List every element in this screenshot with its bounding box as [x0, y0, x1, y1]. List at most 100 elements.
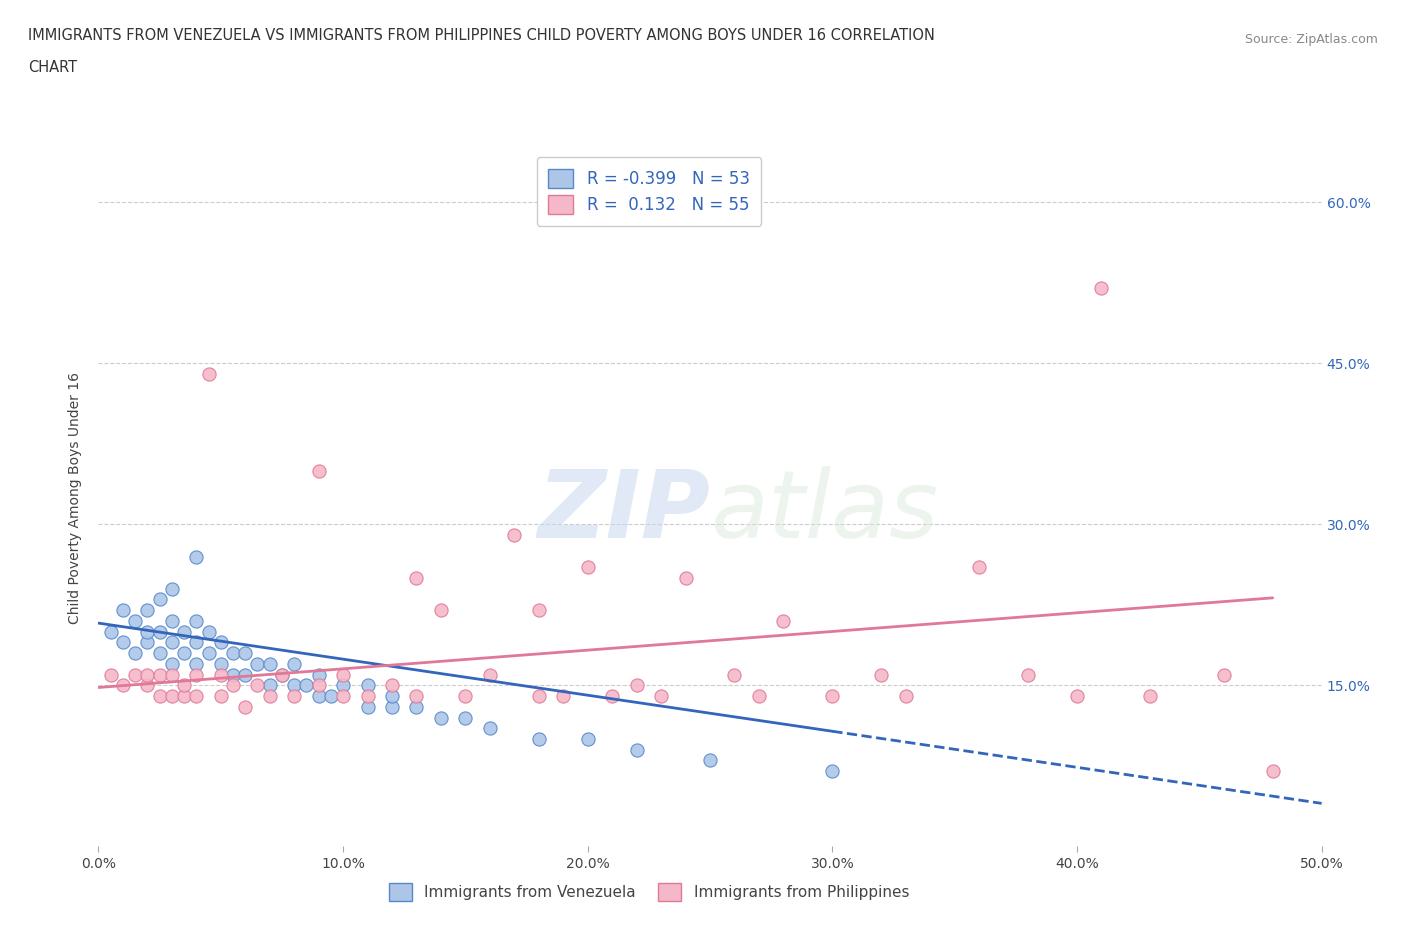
Point — [173, 678, 195, 693]
Point — [650, 688, 672, 703]
Point — [675, 571, 697, 586]
Point — [186, 667, 208, 682]
Point — [124, 614, 146, 629]
Point — [332, 678, 354, 693]
Point — [381, 688, 404, 703]
Legend: Immigrants from Venezuela, Immigrants from Philippines: Immigrants from Venezuela, Immigrants fr… — [381, 875, 917, 909]
Point — [160, 635, 183, 650]
Point — [233, 699, 256, 714]
Point — [576, 560, 599, 575]
Point — [173, 645, 195, 660]
Point — [136, 667, 159, 682]
Point — [308, 678, 330, 693]
Point — [173, 688, 195, 703]
Point — [283, 688, 305, 703]
Point — [124, 645, 146, 660]
Point — [233, 667, 256, 682]
Point — [454, 711, 477, 725]
Y-axis label: Child Poverty Among Boys Under 16: Child Poverty Among Boys Under 16 — [69, 372, 83, 623]
Point — [136, 603, 159, 618]
Point — [332, 688, 354, 703]
Point — [772, 614, 794, 629]
Point — [111, 678, 134, 693]
Point — [308, 688, 330, 703]
Point — [870, 667, 893, 682]
Point — [197, 645, 219, 660]
Point — [160, 614, 183, 629]
Point — [283, 678, 305, 693]
Point — [1017, 667, 1039, 682]
Point — [186, 657, 208, 671]
Point — [967, 560, 990, 575]
Text: atlas: atlas — [710, 466, 938, 557]
Point — [295, 678, 318, 693]
Point — [503, 527, 526, 542]
Point — [270, 667, 294, 682]
Point — [723, 667, 745, 682]
Point — [332, 667, 354, 682]
Point — [894, 688, 917, 703]
Point — [222, 645, 245, 660]
Point — [478, 721, 501, 736]
Text: IMMIGRANTS FROM VENEZUELA VS IMMIGRANTS FROM PHILIPPINES CHILD POVERTY AMONG BOY: IMMIGRANTS FROM VENEZUELA VS IMMIGRANTS … — [28, 28, 935, 43]
Point — [283, 657, 305, 671]
Point — [149, 688, 172, 703]
Point — [259, 657, 281, 671]
Point — [246, 678, 269, 693]
Point — [821, 688, 844, 703]
Point — [405, 699, 427, 714]
Point — [381, 678, 404, 693]
Point — [160, 657, 183, 671]
Point — [233, 645, 256, 660]
Point — [136, 624, 159, 639]
Point — [197, 624, 219, 639]
Point — [160, 667, 183, 682]
Point — [149, 624, 172, 639]
Point — [527, 603, 550, 618]
Point — [626, 678, 648, 693]
Point — [553, 688, 575, 703]
Point — [527, 688, 550, 703]
Point — [259, 678, 281, 693]
Text: CHART: CHART — [28, 60, 77, 75]
Point — [821, 764, 844, 778]
Point — [149, 645, 172, 660]
Point — [222, 678, 245, 693]
Point — [356, 699, 378, 714]
Point — [111, 635, 134, 650]
Point — [748, 688, 770, 703]
Point — [626, 742, 648, 757]
Point — [100, 624, 122, 639]
Point — [405, 688, 427, 703]
Point — [430, 603, 453, 618]
Point — [454, 688, 477, 703]
Point — [209, 635, 232, 650]
Point — [111, 603, 134, 618]
Point — [259, 688, 281, 703]
Point — [319, 688, 342, 703]
Point — [576, 732, 599, 747]
Point — [527, 732, 550, 747]
Point — [1066, 688, 1088, 703]
Point — [405, 571, 427, 586]
Text: ZIP: ZIP — [537, 466, 710, 557]
Point — [430, 711, 453, 725]
Point — [356, 688, 378, 703]
Point — [209, 657, 232, 671]
Point — [100, 667, 122, 682]
Point — [600, 688, 623, 703]
Point — [149, 592, 172, 607]
Point — [1139, 688, 1161, 703]
Point — [246, 657, 269, 671]
Point — [136, 678, 159, 693]
Point — [356, 678, 378, 693]
Point — [160, 688, 183, 703]
Point — [478, 667, 501, 682]
Point — [1090, 281, 1112, 296]
Point — [136, 635, 159, 650]
Point — [209, 688, 232, 703]
Point — [186, 688, 208, 703]
Point — [308, 667, 330, 682]
Point — [1212, 667, 1234, 682]
Point — [186, 614, 208, 629]
